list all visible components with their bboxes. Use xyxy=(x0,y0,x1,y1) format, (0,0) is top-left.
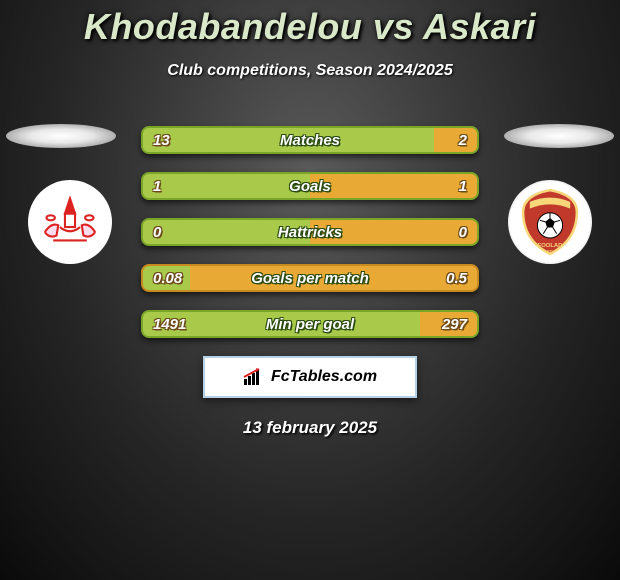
stat-bar: Goals1 1 xyxy=(141,172,479,200)
stat-value-left: 1 xyxy=(153,174,161,198)
stat-label: Goals xyxy=(143,174,477,198)
stat-label: Matches xyxy=(143,128,477,152)
oval-shadow-right xyxy=(504,124,614,148)
brand-text: FcTables.com xyxy=(271,368,377,386)
stat-bar: Hattricks0 0 xyxy=(141,218,479,246)
stat-value-left: 1491 xyxy=(153,312,186,336)
brand-box[interactable]: FcTables.com xyxy=(203,356,417,398)
oval-shadow-left xyxy=(6,124,116,148)
stat-value-right: 297 xyxy=(442,312,467,336)
stats-container: Matches13 2 Goals1 1 Hattricks0 0 Goals per ma… xyxy=(141,126,479,338)
stat-bar: Matches13 2 xyxy=(141,126,479,154)
stat-value-left: 13 xyxy=(153,128,170,152)
stat-label: Hattricks xyxy=(143,220,477,244)
stat-value-left: 0 xyxy=(153,220,161,244)
svg-text:FC: FC xyxy=(547,249,553,254)
stat-value-right: 2 xyxy=(459,128,467,152)
subtitle: Club competitions, Season 2024/2025 xyxy=(0,62,620,80)
stat-label: Min per goal xyxy=(143,312,477,336)
stat-bar: Goals per match0.08 0.5 xyxy=(141,264,479,292)
stat-label: Goals per match xyxy=(143,266,477,290)
stat-bar: Min per goal1491 297 xyxy=(141,310,479,338)
team-crest-right: FOOLAD FC xyxy=(508,180,592,264)
barchart-icon xyxy=(243,368,265,386)
stat-value-left: 0.08 xyxy=(153,266,182,290)
stat-value-right: 1 xyxy=(459,174,467,198)
date-text: 13 february 2025 xyxy=(0,418,620,438)
page-title: Khodabandelou vs Askari xyxy=(0,0,620,48)
stat-value-right: 0 xyxy=(459,220,467,244)
team-crest-left xyxy=(28,180,112,264)
stat-value-right: 0.5 xyxy=(446,266,467,290)
